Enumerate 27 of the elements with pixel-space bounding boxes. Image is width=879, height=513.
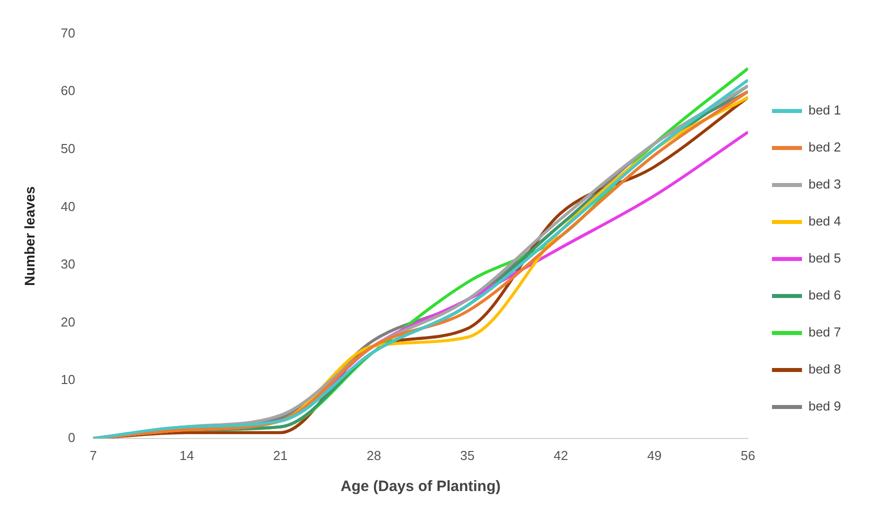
legend-label: bed 2 — [808, 140, 842, 155]
y-tick-label: 30 — [60, 256, 76, 272]
x-tick-label: 21 — [273, 448, 288, 463]
y-tick-label: 60 — [60, 83, 76, 98]
y-tick-label: 20 — [60, 314, 76, 330]
legend-label: bed 4 — [808, 214, 842, 229]
y-axis-title: Number leaves — [21, 186, 38, 286]
legend-label: bed 9 — [808, 398, 842, 414]
y-tick-label: 40 — [60, 198, 76, 214]
legend-label: bed 3 — [808, 176, 842, 192]
x-tick-label: 7 — [90, 448, 97, 463]
legend-label: bed 8 — [808, 362, 842, 377]
legend-label: bed 7 — [808, 324, 842, 340]
legend-label: bed 6 — [808, 288, 842, 303]
x-tick-label: 28 — [366, 448, 382, 463]
x-tick-label: 14 — [180, 448, 194, 463]
y-tick-label: 10 — [60, 372, 76, 388]
x-tick-label: 35 — [460, 448, 475, 463]
x-tick-label: 49 — [647, 448, 662, 463]
x-axis-title: Age (Days of Planting) — [340, 478, 501, 496]
y-tick-label: 70 — [60, 25, 76, 40]
x-tick-label: 42 — [554, 448, 568, 463]
y-tick-label: 50 — [60, 140, 76, 156]
legend-label: bed 1 — [808, 102, 842, 118]
legend-label: bed 5 — [808, 250, 842, 266]
y-tick-label: 0 — [68, 430, 76, 445]
x-tick-label: 56 — [740, 448, 756, 463]
